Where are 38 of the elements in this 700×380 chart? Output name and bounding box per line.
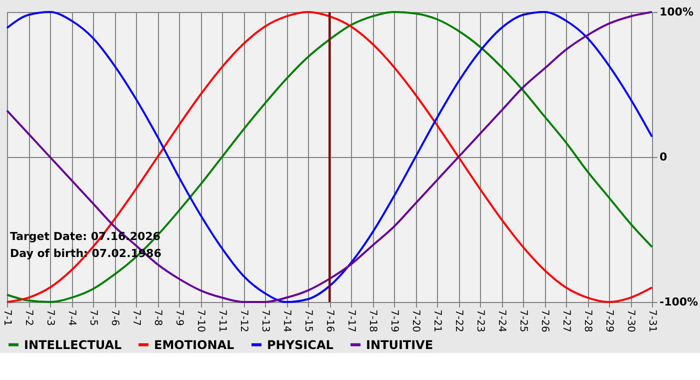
x-tick-label: 7-14: [281, 310, 292, 332]
x-tick-label: 7-27: [560, 310, 572, 332]
x-tick-label: 7-9: [174, 310, 184, 326]
y-tick-label: 0: [660, 150, 668, 164]
x-tick-label: 7-21: [432, 310, 442, 332]
x-tick-label: 7-11: [216, 310, 228, 332]
x-tick-label: 7-13: [260, 310, 270, 332]
x-tick-label: 7-22: [453, 310, 464, 332]
x-tick-label: 7-10: [195, 310, 206, 332]
x-tick-label: 7-4: [66, 310, 77, 326]
x-tick-label: 7-19: [388, 310, 400, 332]
legend-label: INTELLECTUAL: [24, 338, 122, 352]
legend-label: EMOTIONAL: [154, 338, 235, 352]
legend-label: PHYSICAL: [267, 338, 334, 352]
x-tick-label: 7-1: [2, 310, 12, 326]
x-tick-label: 7-31: [646, 310, 658, 332]
x-tick-label: 7-5: [88, 310, 98, 326]
x-tick-label: 7-3: [44, 310, 56, 326]
x-tick-label: 7-29: [604, 310, 614, 332]
x-tick-label: 7-15: [302, 310, 314, 332]
legend-label: INTUITIVE: [366, 338, 434, 352]
x-tick-label: 7-2: [23, 310, 34, 326]
x-tick-label: 7-7: [130, 310, 142, 326]
x-tick-label: 7-28: [582, 310, 593, 332]
x-tick-label: 7-23: [474, 310, 486, 332]
x-tick-label: 7-25: [518, 310, 528, 332]
y-tick-label: 100%: [660, 6, 694, 18]
x-tick-label: 7-18: [367, 310, 378, 332]
x-tick-label: 7-20: [410, 310, 421, 332]
x-tick-label: 7-26: [539, 310, 550, 332]
x-tick-label: 7-30: [625, 310, 636, 332]
y-tick-label: -100%: [660, 296, 698, 308]
x-tick-label: 7-12: [238, 310, 249, 332]
x-tick-label: 7-8: [152, 310, 163, 326]
x-tick-label: 7-17: [346, 310, 356, 332]
x-tick-label: 7-16: [324, 310, 335, 332]
x-tick-label: 7-24: [496, 310, 507, 332]
x-tick-label: 7-6: [109, 310, 120, 326]
